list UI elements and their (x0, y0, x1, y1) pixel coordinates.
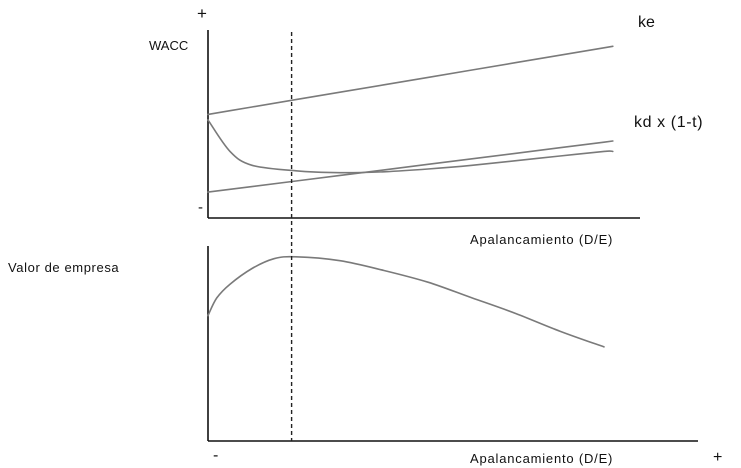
wacc-y-tick-low: - (198, 199, 203, 216)
valor-x-axis-label: Apalancamiento (D/E) (470, 451, 613, 466)
kd-series-line (207, 140, 614, 193)
wacc-x-axis-label: Apalancamiento (D/E) (470, 232, 613, 247)
valor-x-tick-low: - (213, 447, 218, 464)
ke-series-line (207, 45, 614, 116)
valor-panel: Valor de empresa - Apalancamiento (D/E) … (8, 246, 722, 466)
wacc-series-curve (207, 119, 614, 174)
valor-x-tick-high: + (713, 449, 722, 466)
wacc-y-axis-label: WACC (149, 38, 188, 53)
wacc-panel: + WACC - Apalancamiento (D/E) ke kd x (1… (149, 4, 703, 247)
ke-series-label: ke (638, 14, 655, 31)
wacc-y-tick-high: + (197, 4, 207, 23)
valor-series-curve (207, 255, 605, 348)
kd-series-label: kd x (1-t) (634, 114, 703, 131)
valor-y-axis-label: Valor de empresa (8, 260, 119, 275)
